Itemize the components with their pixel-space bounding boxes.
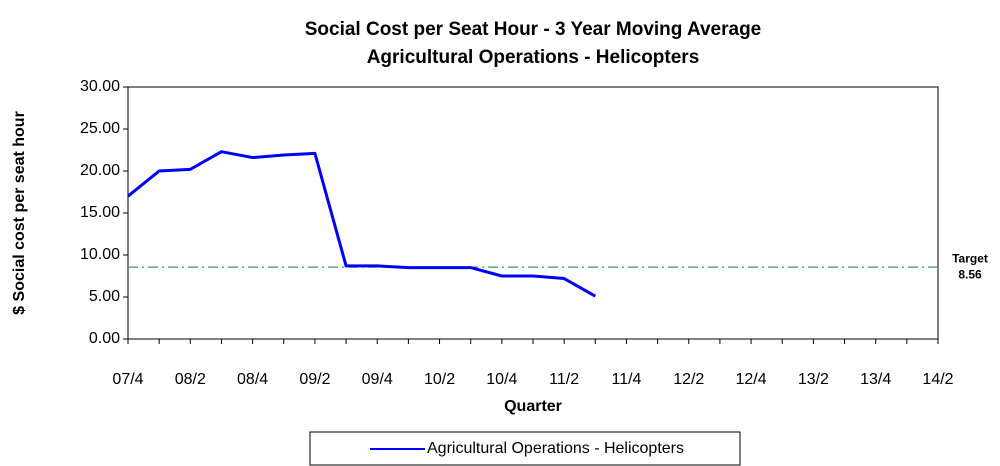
x-axis-title: Quarter [504, 398, 562, 415]
series-line [127, 150, 597, 298]
chart-title: Social Cost per Seat Hour - 3 Year Movin… [305, 19, 762, 40]
x-tick-label: 11/2 [549, 371, 579, 388]
x-tick-label: 11/4 [611, 371, 641, 388]
x-tick-label: 12/4 [736, 371, 767, 388]
chart-subtitle: Agricultural Operations - Helicopters [367, 47, 700, 68]
plot-area [127, 86, 939, 340]
target-value: 8.56 [958, 267, 982, 281]
y-tick-label: 0.00 [89, 330, 120, 347]
x-tick-label: 14/2 [922, 371, 953, 388]
x-tick-label: 08/4 [237, 371, 268, 388]
y-tick-label: 15.00 [80, 204, 120, 221]
x-tick-label: 10/2 [424, 371, 455, 388]
y-tick-label: 5.00 [89, 288, 120, 305]
x-tick-label: 08/2 [175, 371, 206, 388]
y-tick-label: 20.00 [80, 162, 120, 179]
y-axis-title: $ Social cost per seat hour [11, 111, 28, 315]
x-tick-label: 13/4 [860, 371, 891, 388]
legend-label: Agricultural Operations - Helicopters [427, 440, 684, 457]
x-tick-label: 13/2 [798, 371, 829, 388]
x-tick-label: 09/2 [299, 371, 330, 388]
target-label: Target [952, 251, 988, 265]
x-tick-label: 12/2 [673, 371, 704, 388]
x-tick-label: 10/4 [486, 371, 517, 388]
x-tick-label: 07/4 [112, 371, 143, 388]
y-tick-label: 30.00 [80, 78, 120, 95]
x-tick-label: 09/4 [362, 371, 393, 388]
y-tick-label: 25.00 [80, 120, 120, 137]
y-tick-label: 10.00 [80, 246, 120, 263]
